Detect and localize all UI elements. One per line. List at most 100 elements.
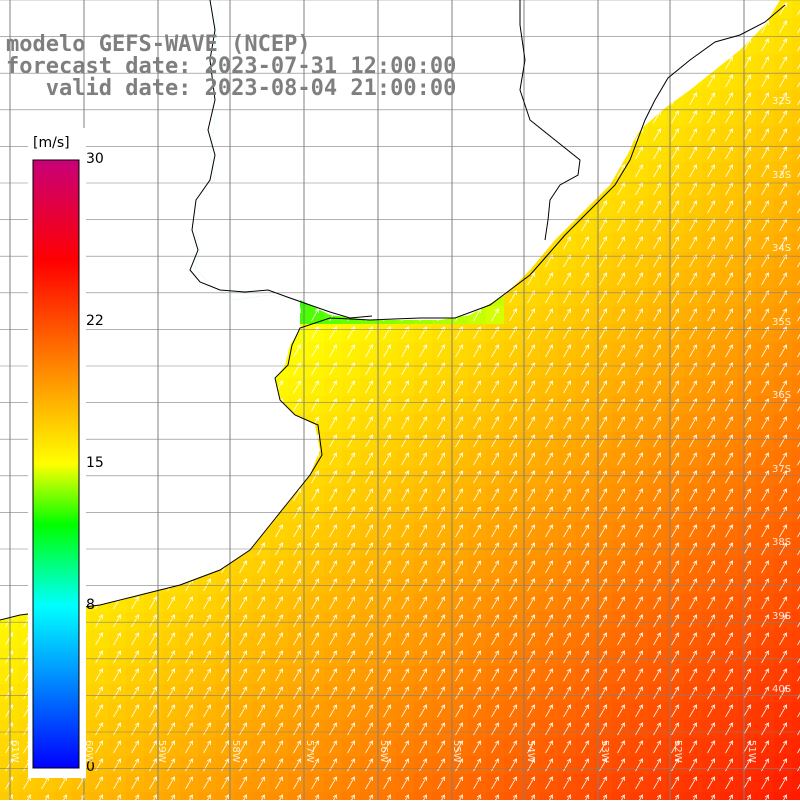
latitude-label: 38S: [772, 537, 791, 548]
field-cell: [792, 234, 800, 252]
field-cell: [306, 792, 324, 800]
field-cell: [792, 36, 800, 54]
field-cell: [792, 216, 800, 234]
longitude-label: 59W: [156, 740, 167, 763]
field-cell: [792, 126, 800, 144]
field-cell: [342, 792, 360, 800]
field-cell: [792, 720, 800, 738]
field-cell: [450, 792, 468, 800]
field-cell: [792, 18, 800, 36]
field-cell: [720, 792, 738, 800]
field-cell: [792, 162, 800, 180]
field-cell: [702, 792, 720, 800]
field-cell: [378, 792, 396, 800]
field-cell: [756, 792, 774, 800]
field-cell: [522, 792, 540, 800]
field-cell: [558, 792, 576, 800]
field-cell: [792, 486, 800, 504]
field-cell: [468, 792, 486, 800]
field-cell: [792, 576, 800, 594]
field-cell: [792, 414, 800, 432]
legend-colorbar: [33, 160, 79, 768]
legend-tick-label: 8: [86, 597, 95, 613]
field-cell: [54, 792, 72, 800]
field-cell: [792, 360, 800, 378]
longitude-label: 51W: [746, 740, 757, 763]
longitude-label: 57W: [304, 740, 315, 763]
longitude-label: 61W: [9, 740, 20, 763]
longitude-label: 52W: [672, 740, 683, 763]
field-cell: [792, 378, 800, 396]
field-cell: [792, 774, 800, 792]
latitude-label: 40S: [772, 684, 791, 695]
field-cell: [792, 450, 800, 468]
title-forecast-date: forecast date: 2023-07-31 12:00:00: [6, 56, 456, 78]
field-cell: [18, 792, 36, 800]
field-cell: [630, 792, 648, 800]
longitude-label: 56W: [378, 740, 389, 763]
legend-unit: [m/s]: [33, 135, 70, 151]
field-cell: [792, 630, 800, 648]
longitude-label: 53W: [599, 740, 610, 763]
longitude-label: 55W: [451, 740, 462, 763]
field-cell: [108, 792, 126, 800]
field-cell: [792, 288, 800, 306]
field-cell: [288, 792, 306, 800]
field-cell: [90, 792, 108, 800]
field-cell: [792, 432, 800, 450]
field-cell: [414, 792, 432, 800]
field-cell: [792, 252, 800, 270]
field-cell: [648, 792, 666, 800]
field-cell: [792, 324, 800, 342]
field-cell: [144, 792, 162, 800]
field-cell: [792, 0, 800, 18]
field-cell: [792, 198, 800, 216]
field-cell: [792, 306, 800, 324]
field-cell: [792, 792, 800, 800]
title-valid-date: valid date: 2023-08-04 21:00:00: [6, 78, 456, 100]
longitude-label: 60W: [83, 740, 94, 763]
field-cell: [576, 792, 594, 800]
field-cell: [666, 792, 684, 800]
field-cell: [792, 270, 800, 288]
latitude-label: 33S: [772, 170, 791, 181]
field-cell: [792, 522, 800, 540]
field-cell: [792, 504, 800, 522]
title-model: modelo GEFS-WAVE (NCEP): [6, 34, 311, 56]
field-cell: [792, 54, 800, 72]
field-cell: [792, 594, 800, 612]
field-cell: [0, 792, 18, 800]
field-cell: [774, 792, 792, 800]
field-cell: [792, 108, 800, 126]
field-cell: [180, 792, 198, 800]
field-cell: [792, 756, 800, 774]
longitude-label: 54W: [525, 740, 536, 763]
field-cell: [792, 90, 800, 108]
field-cell: [270, 792, 288, 800]
field-cell: [72, 792, 90, 800]
field-cell: [594, 792, 612, 800]
latitude-label: 35S: [772, 317, 791, 328]
field-cell: [792, 342, 800, 360]
field-cell: [126, 792, 144, 800]
field-cell: [252, 792, 270, 800]
field-cell: [684, 792, 702, 800]
field-cell: [792, 648, 800, 666]
latitude-label: 34S: [772, 243, 791, 254]
field-cell: [792, 684, 800, 702]
field-cell: [162, 792, 180, 800]
field-cell: [792, 612, 800, 630]
field-cell: [216, 792, 234, 800]
latitude-label: 36S: [772, 390, 791, 401]
legend-tick-label: 30: [86, 151, 104, 167]
longitude-label: 58W: [230, 740, 241, 763]
field-cell: [612, 792, 630, 800]
field-cell: [324, 792, 342, 800]
field-cell: [432, 792, 450, 800]
field-cell: [198, 792, 216, 800]
legend-tick-label: 22: [86, 313, 104, 329]
field-cell: [360, 792, 378, 800]
field-cell: [396, 792, 414, 800]
